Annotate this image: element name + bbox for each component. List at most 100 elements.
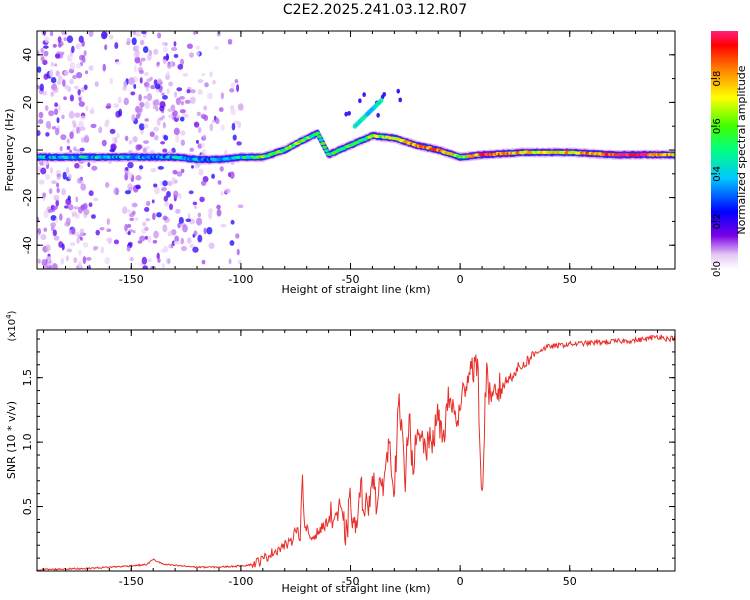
noise-speck [144,206,150,213]
noise-speck [78,120,85,129]
noise-speck [113,187,120,196]
noise-speck [144,101,150,109]
snr-series-line [37,333,675,571]
noise-speck [235,233,240,239]
noise-speck [157,32,162,39]
noise-speck [195,50,200,57]
noise-speck [140,57,146,62]
noise-speck [37,258,41,264]
noise-speck [95,229,100,236]
noise-speck [116,132,120,139]
noise-speck [162,224,168,233]
y-tick-label: -40 [21,236,34,254]
x-tick-label: -100 [228,273,253,286]
noise-speck [100,31,108,40]
noise-speck [126,37,131,43]
noise-speck [151,199,155,204]
noise-speck [69,62,76,70]
noise-speck [114,42,119,50]
noise-speck [347,110,351,116]
y-tick-label: 1.0 [21,433,34,451]
colorbar: 0.0 0.2 0.4 0.6 0.8 Normalized spectral ampl… [711,31,748,277]
noise-speck [59,146,63,152]
noise-speck [76,72,83,79]
noise-speck [56,187,60,194]
snr-background [37,330,675,571]
colorbar-tick-label: 0.2 [712,213,723,229]
noise-speck [74,231,80,237]
noise-speck [217,180,222,185]
noise-speck [190,89,196,94]
snr-y-label: SNR (10 * v/v) [5,401,18,479]
noise-speck [127,183,134,191]
noise-speck [125,167,129,171]
ridge-cell [316,135,322,139]
noise-speck [104,122,109,128]
noise-speck [145,200,151,206]
noise-speck [50,77,57,84]
noise-speck [40,167,47,175]
noise-speck [178,216,184,225]
noise-speck [175,115,181,119]
noise-speck [60,257,64,265]
noise-speck [83,50,87,57]
noise-speck [214,46,219,50]
noise-speck [82,256,87,264]
noise-speck [209,71,213,78]
noise-speck [170,229,177,236]
noise-speck [173,190,179,199]
noise-speck [138,165,144,170]
noise-speck [66,54,73,62]
noise-speck [66,248,73,253]
noise-speck [157,166,165,170]
spectrogram-x-label: Height of straight line (km) [281,283,430,296]
noise-speck [91,165,98,171]
noise-speck [203,105,208,111]
noise-speck [154,98,160,106]
colorbar-tick-label: 0.0 [712,261,723,277]
noise-speck [50,222,57,228]
noise-speck [90,123,97,129]
noise-speck [189,96,196,104]
noise-speck [175,97,181,106]
noise-speck [111,137,117,143]
noise-speck [55,199,59,207]
noise-speck [196,217,203,226]
noise-speck [101,139,107,147]
noise-speck [45,173,50,181]
noise-speck [84,70,89,75]
ridge-cell [671,153,675,157]
noise-speck [138,94,142,102]
noise-speck [169,61,173,67]
noise-speck [199,196,205,203]
noise-speck [179,116,185,122]
noise-speck [43,227,48,232]
noise-speck [105,237,113,242]
noise-speck [180,139,186,146]
noise-speck [69,78,74,85]
noise-speck [157,78,163,84]
noise-speck [126,246,131,252]
noise-speck [211,173,215,179]
noise-speck [198,168,204,176]
noise-speck [78,249,82,256]
noise-speck [208,208,214,213]
colorbar-tick-label: 0.8 [712,71,723,87]
spectrogram-y-label: Frequency (Hz) [3,109,16,192]
noise-speck [48,110,55,117]
noise-speck [54,102,59,108]
noise-speck [51,126,57,130]
noise-speck [218,107,224,112]
snr-x-label: Height of straight line (km) [281,582,430,595]
noise-speck [76,63,82,69]
noise-speck [135,174,142,181]
noise-speck [197,126,202,134]
noise-speck [201,72,206,77]
snr-frame [36,329,676,572]
noise-speck [49,69,53,77]
noise-speck [135,217,139,221]
noise-speck [162,215,168,221]
noise-speck [362,92,366,98]
noise-speck [48,208,54,213]
noise-speck [144,235,148,240]
